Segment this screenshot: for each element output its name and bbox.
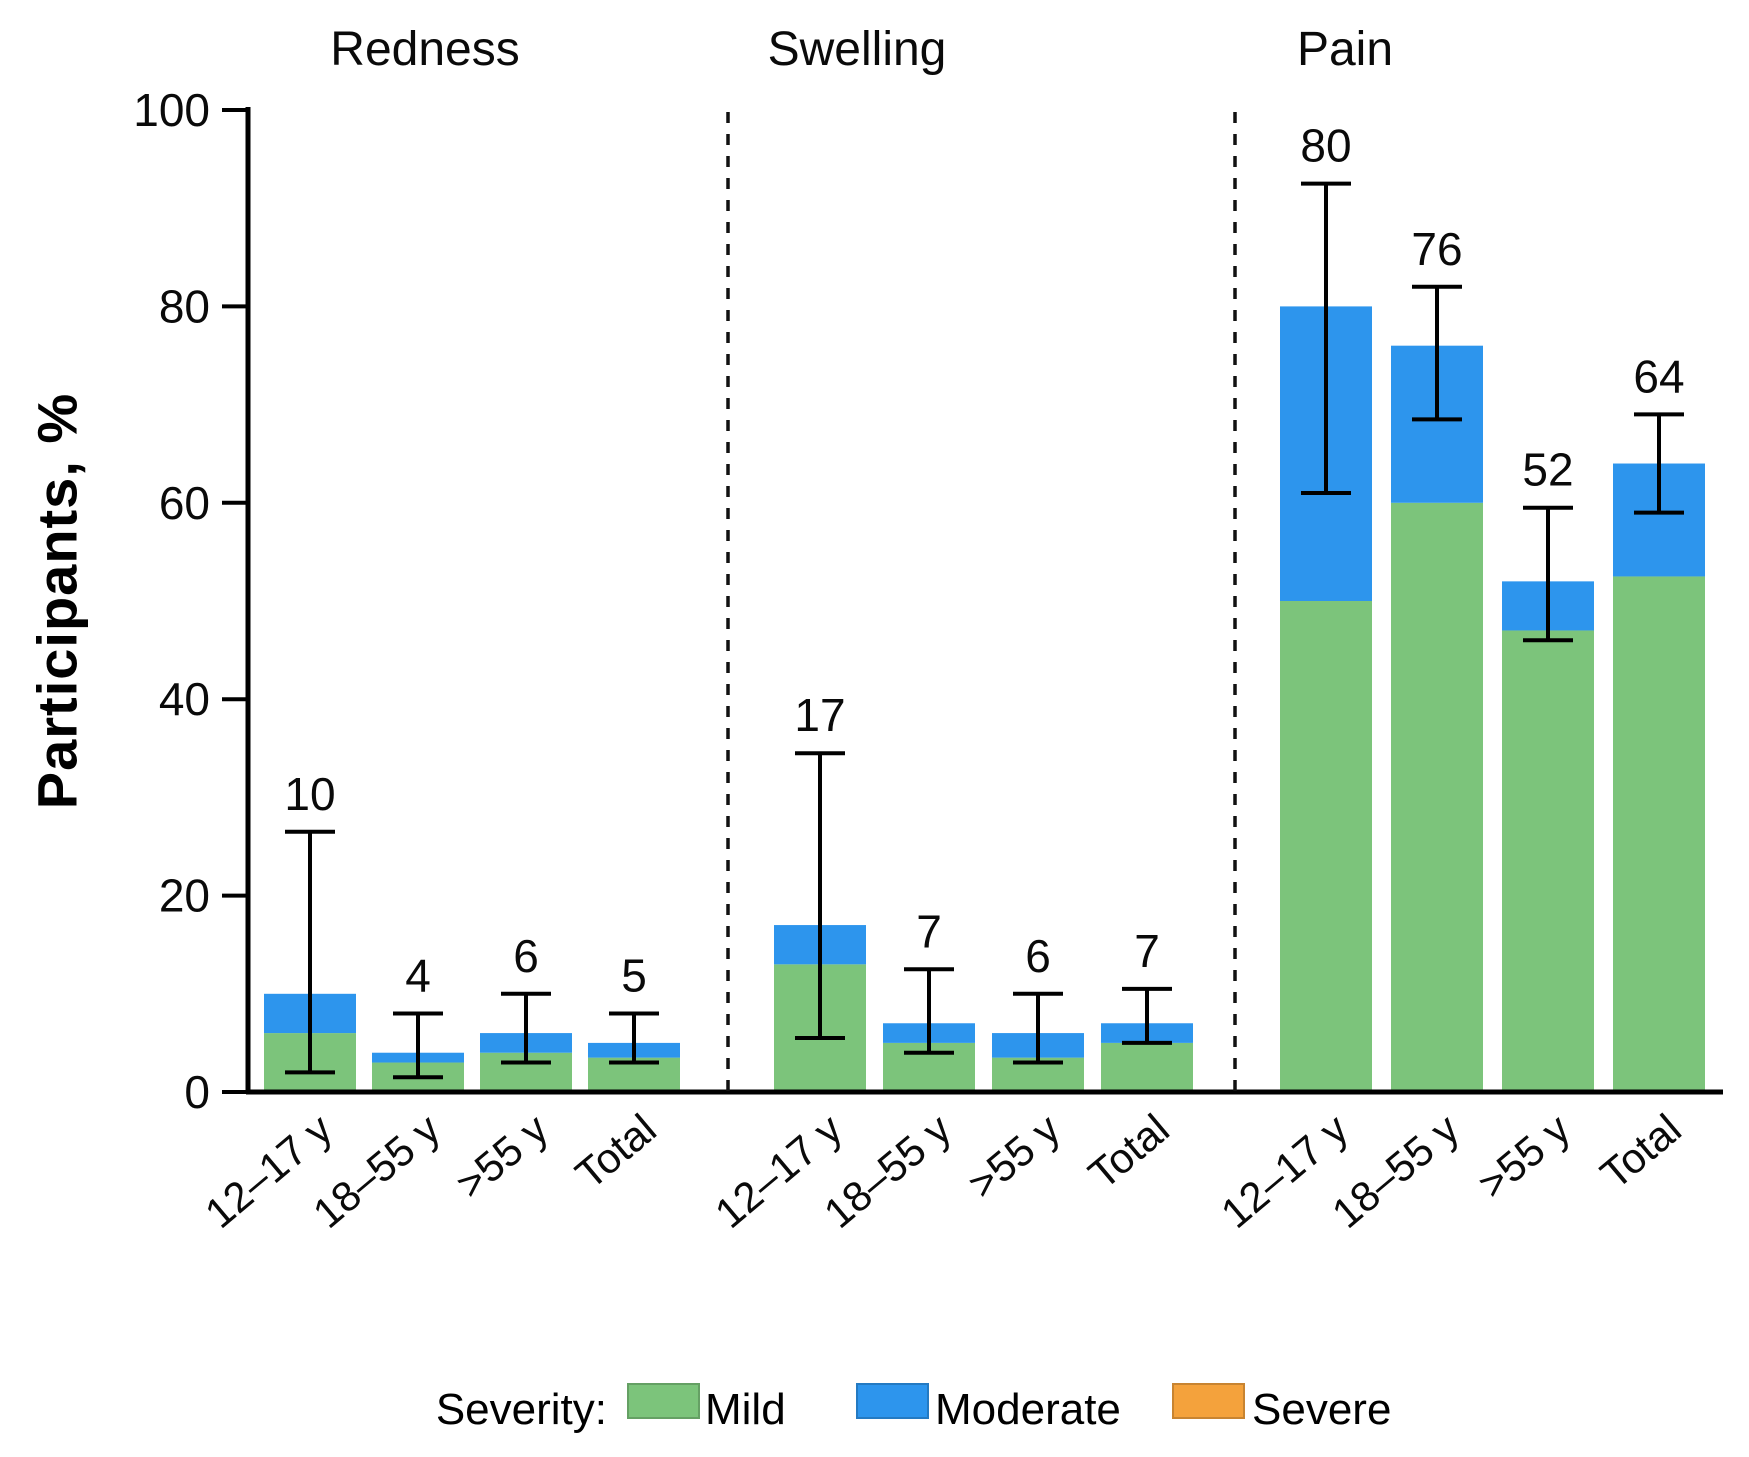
y-tick-label: 60 (159, 477, 210, 529)
legend-label-severe: Severe (1252, 1385, 1392, 1434)
legend-swatch-moderate (856, 1383, 929, 1419)
x-category-label: Total (567, 1105, 665, 1198)
bar-segment-mild (1101, 1042, 1193, 1092)
legend-swatch-mild (627, 1383, 700, 1419)
bar-value-label: 76 (1411, 223, 1462, 275)
x-category-label: 12–17 y (1212, 1105, 1357, 1237)
bar-segment-mild (1391, 502, 1483, 1092)
legend-label-moderate: Moderate (935, 1385, 1121, 1434)
bar-value-label: 80 (1300, 120, 1351, 172)
x-category-label: 18–55 y (1323, 1105, 1468, 1237)
bar-segment-mild (1280, 601, 1372, 1092)
y-tick-label: 40 (159, 673, 210, 725)
legend-title: Severity: (435, 1385, 607, 1434)
legend-label-mild: Mild (705, 1385, 786, 1434)
x-category-label: Total (1592, 1105, 1690, 1198)
y-tick-label: 20 (159, 870, 210, 922)
panel-title-swelling: Swelling (767, 23, 947, 76)
bar-value-label: 52 (1522, 444, 1573, 496)
bar-value-label: 64 (1633, 350, 1684, 402)
bar-segment-mild (1613, 576, 1705, 1092)
x-category-label: >55 y (1469, 1105, 1579, 1208)
y-tick-label: 0 (184, 1066, 210, 1118)
x-category-label: >55 y (959, 1105, 1069, 1208)
bar-segment-mild (1502, 630, 1594, 1092)
panel-title-redness: Redness (330, 23, 520, 76)
bar-value-label: 7 (1134, 925, 1160, 977)
legend-swatch-severe (1172, 1383, 1245, 1419)
y-tick-label: 80 (159, 280, 210, 332)
bar-value-label: 4 (405, 949, 431, 1001)
x-category-label: >55 y (447, 1105, 557, 1208)
bar-value-label: 10 (284, 768, 335, 820)
y-tick-label: 100 (133, 84, 210, 136)
panel-title-pain: Pain (1296, 23, 1394, 76)
bar-value-label: 6 (513, 930, 539, 982)
bar-value-label: 6 (1025, 930, 1051, 982)
bar-value-label: 5 (621, 949, 647, 1001)
x-category-label: Total (1080, 1105, 1178, 1198)
bar-value-label: 17 (794, 689, 845, 741)
bar-value-label: 7 (916, 905, 942, 957)
